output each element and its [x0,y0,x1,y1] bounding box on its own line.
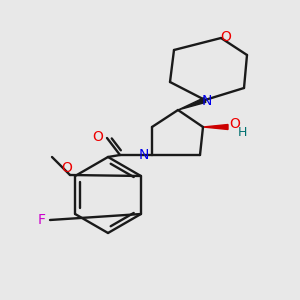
Text: F: F [38,213,46,227]
Text: O: O [220,30,231,44]
Text: O: O [93,130,104,144]
Text: N: N [202,94,212,108]
Text: N: N [139,148,149,162]
Polygon shape [178,98,206,110]
Text: H: H [237,125,247,139]
Polygon shape [203,124,228,130]
Text: O: O [61,161,72,175]
Text: O: O [230,117,240,131]
